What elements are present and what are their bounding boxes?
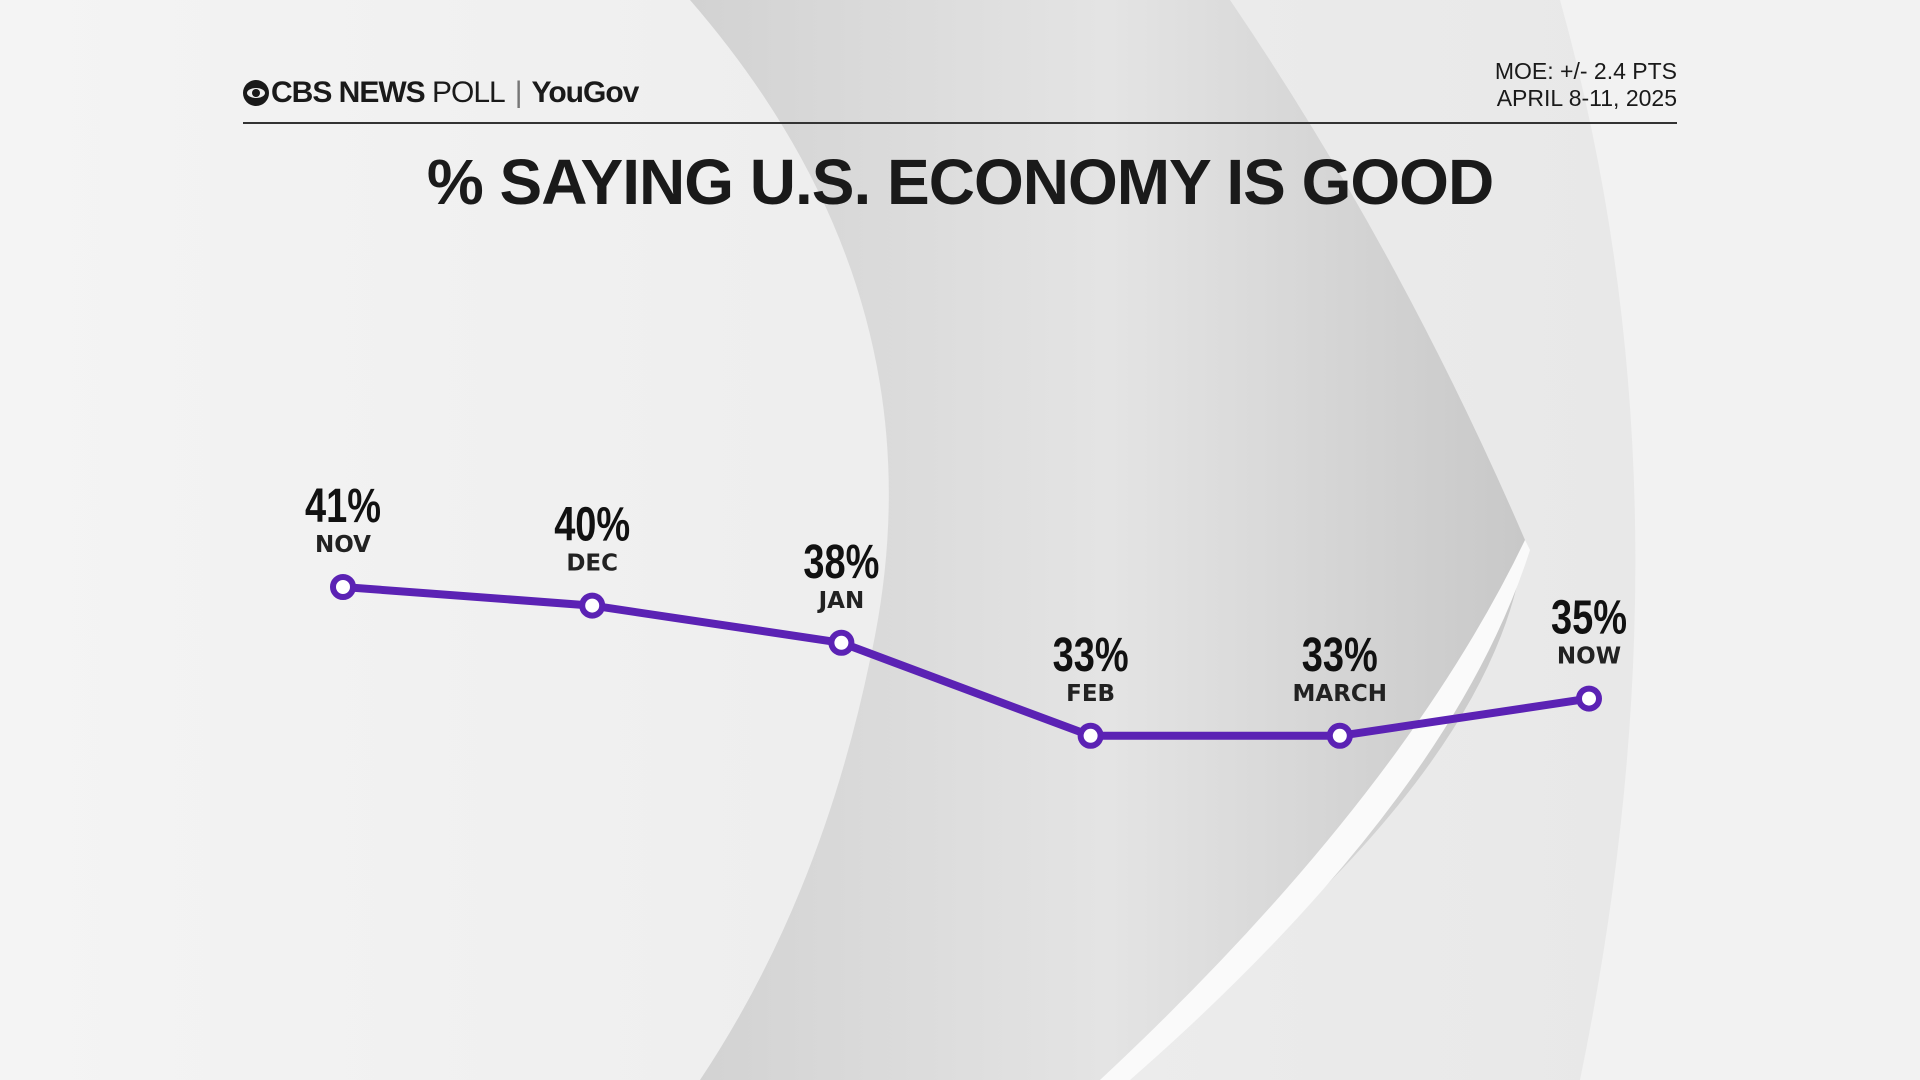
data-label: 33% (1053, 629, 1129, 682)
category-label: NOW (1557, 644, 1621, 670)
line-segment (1335, 694, 1593, 740)
category-label: JAN (817, 588, 865, 614)
data-point (1326, 722, 1353, 749)
logo-yougov: YouGov (531, 76, 640, 109)
line-segment (837, 638, 1095, 740)
margin-of-error: MOE: +/- 2.4 PTS (1494, 58, 1677, 84)
chart-title: % SAYING U.S. ECONOMY IS GOOD (426, 146, 1494, 218)
poll-meta: MOE: +/- 2.4 PTS APRIL 8-11, 2025 (1495, 58, 1677, 112)
data-point (1077, 722, 1104, 749)
data-label: 35% (1551, 592, 1627, 645)
cbs-news-poll-logo: CBS NEWS POLL | YouGov (243, 76, 640, 110)
data-label: 33% (1302, 629, 1378, 682)
category-label: DEC (566, 551, 618, 577)
data-point (828, 629, 855, 656)
poll-dates: APRIL 8-11, 2025 (1496, 85, 1677, 111)
data-point (330, 574, 356, 600)
line-segment (339, 583, 597, 610)
data-label: 40% (554, 499, 630, 552)
data-label: 38% (803, 536, 879, 589)
header-divider (243, 122, 1677, 124)
category-label: FEB (1066, 681, 1115, 707)
logo-poll: POLL (432, 76, 506, 109)
cbs-eye-icon (243, 80, 269, 106)
data-point (1576, 685, 1602, 712)
logo-cbs-news: CBS NEWS (271, 76, 426, 109)
category-label: NOV (315, 532, 371, 558)
data-point (579, 592, 606, 619)
data-label: 41% (305, 480, 381, 533)
line-segment (588, 601, 846, 647)
category-label: MARCH (1293, 681, 1388, 707)
